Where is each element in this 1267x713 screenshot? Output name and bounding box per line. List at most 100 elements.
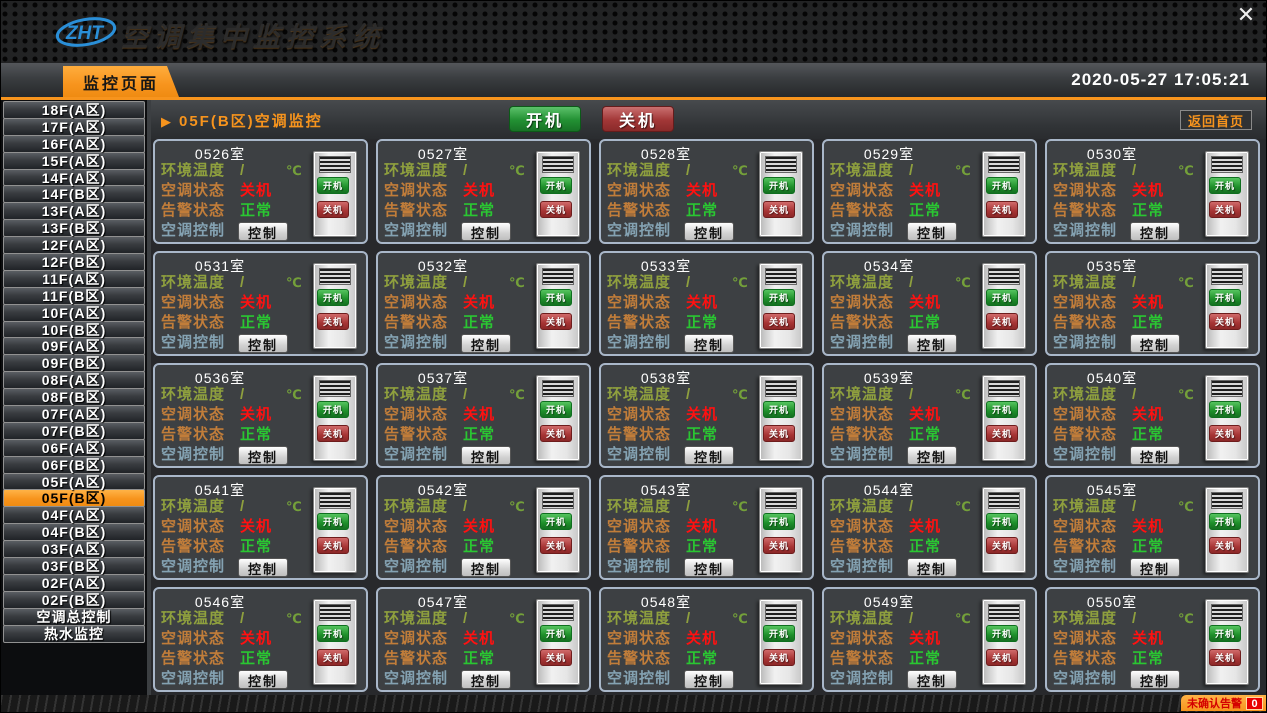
unconfirmed-alarm-badge[interactable]: 未确认告警 0: [1181, 695, 1266, 711]
unit-power-on-button[interactable]: 开机: [540, 401, 572, 418]
power-on-all-button[interactable]: 开机: [509, 106, 581, 132]
control-button[interactable]: 控制: [907, 334, 957, 353]
unit-power-off-button[interactable]: 关机: [540, 537, 572, 554]
unit-power-on-button[interactable]: 开机: [1209, 289, 1241, 306]
unit-power-off-button[interactable]: 关机: [317, 313, 349, 330]
unit-power-on-button[interactable]: 开机: [763, 177, 795, 194]
unit-power-off-button[interactable]: 关机: [1209, 313, 1241, 330]
unit-power-off-button[interactable]: 关机: [986, 649, 1018, 666]
unit-power-off-button[interactable]: 关机: [317, 537, 349, 554]
unit-power-on-button[interactable]: 开机: [986, 289, 1018, 306]
control-button[interactable]: 控制: [907, 446, 957, 465]
unit-power-off-button[interactable]: 关机: [540, 201, 572, 218]
sidebar-item-floor[interactable]: 03F(B区): [3, 557, 145, 575]
sidebar-item-floor[interactable]: 06F(B区): [3, 455, 145, 474]
unit-power-on-button[interactable]: 开机: [317, 513, 349, 530]
unit-power-on-button[interactable]: 开机: [986, 177, 1018, 194]
control-button[interactable]: 控制: [461, 334, 511, 353]
sidebar-item-floor[interactable]: 11F(B区): [3, 286, 145, 305]
sidebar-item-floor[interactable]: 02F(B区): [3, 590, 145, 609]
control-button[interactable]: 控制: [684, 558, 734, 577]
control-button[interactable]: 控制: [1130, 334, 1180, 353]
unit-power-on-button[interactable]: 开机: [540, 513, 572, 530]
unit-power-on-button[interactable]: 开机: [317, 177, 349, 194]
control-button[interactable]: 控制: [907, 670, 957, 689]
control-button[interactable]: 控制: [461, 446, 511, 465]
control-button[interactable]: 控制: [1130, 222, 1180, 241]
control-button[interactable]: 控制: [684, 334, 734, 353]
unit-power-on-button[interactable]: 开机: [317, 401, 349, 418]
sidebar-item-floor[interactable]: 05F(B区): [3, 489, 145, 508]
unit-power-on-button[interactable]: 开机: [1209, 625, 1241, 642]
unit-power-on-button[interactable]: 开机: [986, 513, 1018, 530]
unit-power-off-button[interactable]: 关机: [763, 649, 795, 666]
unit-power-on-button[interactable]: 开机: [763, 625, 795, 642]
control-button[interactable]: 控制: [461, 670, 511, 689]
sidebar-item-floor[interactable]: 13F(A区): [3, 202, 145, 221]
unit-power-off-button[interactable]: 关机: [540, 425, 572, 442]
control-button[interactable]: 控制: [238, 334, 288, 353]
control-button[interactable]: 控制: [238, 670, 288, 689]
control-button[interactable]: 控制: [461, 222, 511, 241]
unit-power-off-button[interactable]: 关机: [540, 313, 572, 330]
unit-power-off-button[interactable]: 关机: [317, 649, 349, 666]
unit-power-off-button[interactable]: 关机: [986, 201, 1018, 218]
control-button[interactable]: 控制: [238, 558, 288, 577]
control-button[interactable]: 控制: [1130, 558, 1180, 577]
sidebar-item-floor[interactable]: 03F(A区): [3, 540, 145, 559]
sidebar-item-floor[interactable]: 06F(A区): [3, 438, 145, 457]
ac-status-label: 空调状态: [607, 630, 672, 647]
unit-power-on-button[interactable]: 开机: [1209, 513, 1241, 530]
unit-power-off-button[interactable]: 关机: [986, 425, 1018, 442]
unit-power-on-button[interactable]: 开机: [1209, 401, 1241, 418]
control-button[interactable]: 控制: [1130, 670, 1180, 689]
power-off-all-button[interactable]: 关机: [602, 106, 674, 132]
unit-power-on-button[interactable]: 开机: [540, 177, 572, 194]
unit-power-off-button[interactable]: 关机: [763, 313, 795, 330]
unit-power-on-button[interactable]: 开机: [986, 625, 1018, 642]
unit-power-on-button[interactable]: 开机: [317, 625, 349, 642]
svg-text:ZHT: ZHT: [65, 23, 104, 44]
unit-power-off-button[interactable]: 关机: [540, 649, 572, 666]
unit-power-on-button[interactable]: 开机: [763, 513, 795, 530]
unit-power-on-button[interactable]: 开机: [317, 289, 349, 306]
unit-power-off-button[interactable]: 关机: [1209, 537, 1241, 554]
control-button[interactable]: 控制: [461, 558, 511, 577]
unit-power-off-button[interactable]: 关机: [986, 537, 1018, 554]
unit-power-off-button[interactable]: 关机: [1209, 649, 1241, 666]
unit-power-on-button[interactable]: 开机: [763, 289, 795, 306]
unit-power-off-button[interactable]: 关机: [1209, 425, 1241, 442]
sidebar-item-floor[interactable]: 07F(A区): [3, 405, 145, 423]
control-button[interactable]: 控制: [684, 446, 734, 465]
close-icon[interactable]: ✕: [1232, 1, 1260, 29]
room-card: 0536室 环境温度 / ℃ 空调状态 关机 告警状态 正常 空调控制 控制 开…: [153, 363, 368, 468]
unit-power-off-button[interactable]: 关机: [317, 201, 349, 218]
unit-power-on-button[interactable]: 开机: [540, 625, 572, 642]
unit-power-on-button[interactable]: 开机: [763, 401, 795, 418]
sidebar-item-floor[interactable]: 15F(A区): [3, 151, 145, 170]
unit-power-off-button[interactable]: 关机: [763, 537, 795, 554]
sidebar-item-floor[interactable]: 10F(B区): [3, 320, 145, 339]
control-button[interactable]: 控制: [684, 222, 734, 241]
control-button[interactable]: 控制: [907, 222, 957, 241]
control-button[interactable]: 控制: [684, 670, 734, 689]
sidebar-item-floor[interactable]: 04F(B区): [3, 523, 145, 542]
control-button[interactable]: 控制: [907, 558, 957, 577]
tab-monitor-page[interactable]: 监控页面: [63, 66, 179, 97]
back-home-button[interactable]: 返回首页: [1179, 110, 1252, 130]
unit-power-off-button[interactable]: 关机: [763, 425, 795, 442]
unit-power-off-button[interactable]: 关机: [986, 313, 1018, 330]
unit-power-off-button[interactable]: 关机: [317, 425, 349, 442]
unit-power-off-button[interactable]: 关机: [1209, 201, 1241, 218]
unit-power-on-button[interactable]: 开机: [1209, 177, 1241, 194]
sidebar-item-floor[interactable]: 热水监控: [3, 624, 145, 643]
unit-power-on-button[interactable]: 开机: [540, 289, 572, 306]
control-button[interactable]: 控制: [238, 446, 288, 465]
control-button[interactable]: 控制: [238, 222, 288, 241]
sidebar-item-floor[interactable]: 07F(B区): [3, 421, 145, 440]
sidebar-item-floor[interactable]: 14F(A区): [3, 168, 145, 187]
unit-power-on-button[interactable]: 开机: [986, 401, 1018, 418]
control-button[interactable]: 控制: [1130, 446, 1180, 465]
sidebar-item-floor[interactable]: 18F(A区): [3, 101, 145, 119]
unit-power-off-button[interactable]: 关机: [763, 201, 795, 218]
